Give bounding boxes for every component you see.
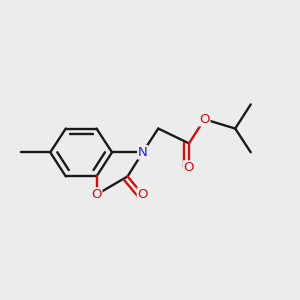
Text: O: O	[199, 113, 210, 126]
Text: N: N	[138, 146, 148, 159]
Text: O: O	[184, 161, 194, 174]
Text: O: O	[91, 188, 102, 201]
Text: O: O	[137, 188, 148, 201]
